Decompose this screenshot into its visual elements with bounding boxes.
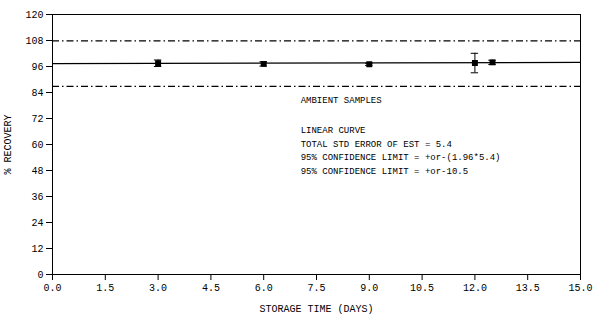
svg-text:15.0: 15.0 [568,283,592,294]
svg-text:LINEAR CURVETOTAL STD ERROR OF: LINEAR CURVETOTAL STD ERROR OF EST = 5.4… [301,126,501,177]
svg-text:0.0: 0.0 [43,283,61,294]
svg-text:72: 72 [31,114,43,125]
svg-text:96: 96 [31,62,43,73]
svg-text:60: 60 [31,140,43,151]
svg-text:AMBIENT SAMPLES: AMBIENT SAMPLES [301,96,382,106]
svg-text:3.0: 3.0 [149,283,167,294]
svg-text:10.5: 10.5 [410,283,434,294]
svg-text:48: 48 [31,166,43,177]
svg-text:36: 36 [31,192,43,203]
svg-text:6.0: 6.0 [255,283,273,294]
svg-text:% RECOVERY: % RECOVERY [3,114,14,174]
svg-text:12: 12 [31,244,43,255]
svg-text:1.5: 1.5 [96,283,114,294]
svg-text:120: 120 [25,10,43,21]
svg-text:84: 84 [31,88,43,99]
svg-text:13.5: 13.5 [516,283,540,294]
svg-text:12.0: 12.0 [463,283,487,294]
svg-text:STORAGE TIME (DAYS): STORAGE TIME (DAYS) [259,304,373,314]
svg-text:108: 108 [25,36,43,47]
svg-text:7.5: 7.5 [307,283,325,294]
svg-text:4.5: 4.5 [202,283,220,294]
svg-text:0: 0 [37,270,43,281]
svg-text:24: 24 [31,218,43,229]
svg-text:9.0: 9.0 [360,283,378,294]
